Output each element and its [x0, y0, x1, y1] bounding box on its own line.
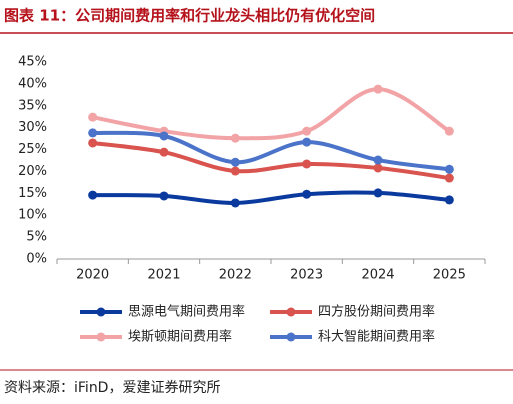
point [159, 147, 169, 157]
point [302, 189, 312, 199]
y-tick-label: 20% [18, 164, 47, 179]
source: 资料来源：iFinD，爱建证券研究所 [4, 380, 220, 396]
legend-label: 四方股份期间费用率 [318, 304, 435, 320]
x-tick-label: 2020 [76, 268, 109, 283]
legend-marker [286, 307, 296, 317]
series-line [90, 140, 452, 181]
series-line [90, 190, 452, 205]
x-tick-label: 2025 [433, 268, 466, 283]
point [444, 173, 454, 183]
point [230, 133, 240, 143]
point [230, 166, 240, 176]
y-tick-label: 45% [18, 55, 47, 70]
point [302, 126, 312, 136]
y-tick-label: 30% [18, 120, 47, 135]
point [159, 131, 169, 141]
point [88, 138, 98, 148]
point [444, 164, 454, 174]
y-tick-label: 35% [18, 98, 47, 113]
legend-marker [286, 332, 296, 342]
point [373, 163, 383, 173]
point [444, 195, 454, 205]
point [230, 198, 240, 208]
chart-title: 图表 11：公司期间费用率和行业龙头相比仍有优化空间 [4, 7, 375, 25]
point [373, 188, 383, 198]
x-tick-label: 2023 [290, 268, 323, 283]
point [88, 112, 98, 122]
point [88, 128, 98, 138]
x-tick-label: 2022 [219, 268, 252, 283]
y-tick-label: 40% [18, 76, 47, 91]
y-tick-label: 0% [26, 252, 47, 267]
point [302, 159, 312, 169]
point [302, 137, 312, 147]
y-tick-label: 5% [26, 230, 47, 245]
point [373, 84, 383, 94]
point [373, 155, 383, 165]
point [159, 191, 169, 201]
legend-marker [96, 332, 106, 342]
legend-marker [96, 307, 106, 317]
y-tick-label: 10% [18, 208, 47, 223]
point [88, 190, 98, 200]
point [444, 126, 454, 136]
legend-label: 思源电气期间费用率 [128, 304, 245, 320]
y-tick-label: 25% [18, 142, 47, 157]
point [230, 157, 240, 167]
legend-label: 埃斯顿期间费用率 [128, 329, 232, 345]
legend-label: 科大智能期间费用率 [318, 329, 435, 345]
series-line [90, 130, 452, 172]
series-line [90, 87, 452, 141]
y-tick-label: 15% [18, 186, 47, 201]
x-tick-label: 2021 [147, 268, 180, 283]
x-tick-label: 2024 [361, 268, 394, 283]
